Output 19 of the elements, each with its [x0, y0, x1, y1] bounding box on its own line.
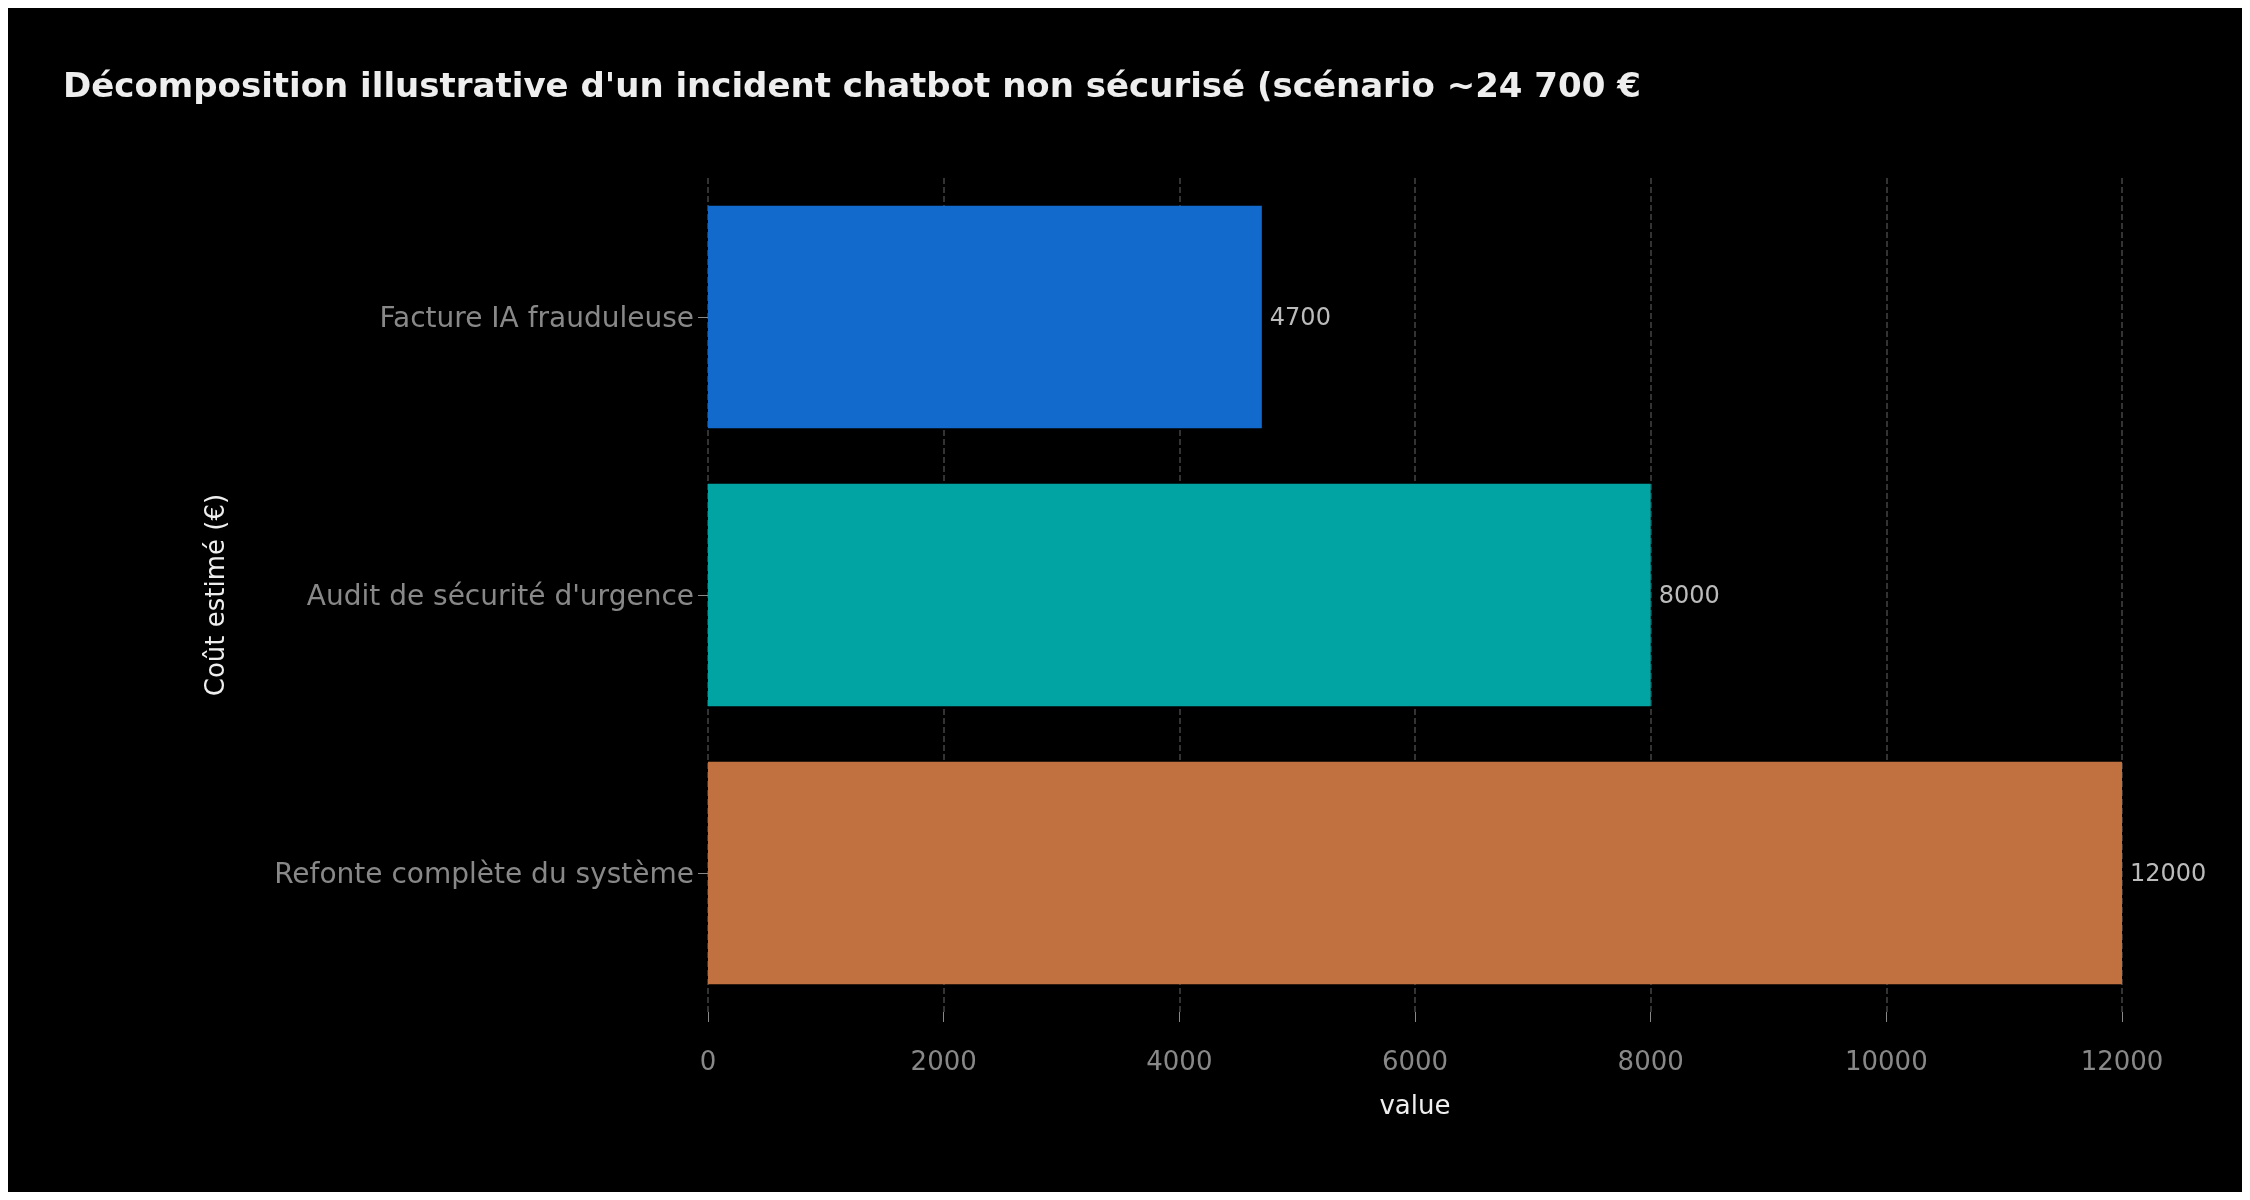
y-tick-label: Audit de sécurité d'urgence	[306, 578, 694, 612]
bar	[708, 483, 1651, 707]
bar	[708, 205, 1262, 429]
x-tick-label: 0	[699, 1046, 717, 1076]
x-tick-label: 8000	[1617, 1046, 1684, 1076]
data-label: 12000	[2130, 859, 2207, 887]
data-label: 8000	[1658, 581, 1720, 609]
y-tick-label: Refonte complète du système	[274, 856, 694, 890]
chart-title: Décomposition illustrative d'un incident chatbot non sécurisé (scénario ~24 700 €	[63, 65, 1641, 105]
x-tick-label: 6000	[1381, 1046, 1449, 1076]
bar	[708, 761, 2122, 985]
x-tick-label: 10000	[1844, 1046, 1928, 1076]
y-tick-label: Facture IA frauduleuse	[379, 300, 694, 334]
x-tick-label: 4000	[1146, 1046, 1213, 1076]
x-tick-label: 2000	[910, 1046, 977, 1076]
x-axis-title: value	[1379, 1090, 1451, 1120]
y-axis-title: Coût estimé (€)	[200, 493, 230, 697]
x-tick-label: 12000	[2080, 1046, 2164, 1076]
data-label: 4700	[1269, 303, 1331, 331]
